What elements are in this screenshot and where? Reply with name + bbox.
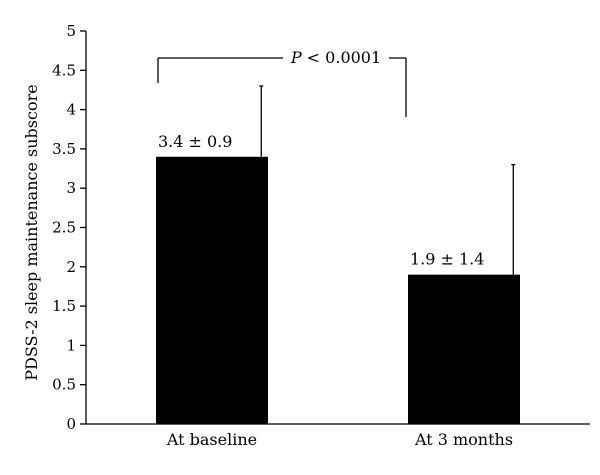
y-tick-label: 0.5 (52, 376, 76, 394)
y-tick-label: 3.5 (52, 140, 76, 158)
significance-bracket: P < 0.0001 (157, 48, 407, 117)
y-tick-label: 4.5 (52, 61, 76, 79)
data-label: 1.9 ± 1.4 (410, 250, 484, 269)
y-axis-title: PDSS-2 sleep maintenance subscore (22, 84, 41, 380)
y-tick-label: 2 (66, 258, 76, 276)
y-tick-label: 5 (66, 22, 76, 40)
y-ticks: 0 0.5 1 1.5 2 2.5 3 3.5 4 4.5 5 (52, 22, 86, 433)
bar (156, 156, 268, 424)
data-labels: 3.4 ± 0.9 1.9 ± 1.4 (158, 132, 484, 269)
y-tick-label: 4 (66, 101, 76, 119)
y-tick-label: 1.5 (52, 297, 76, 315)
error-bars (259, 85, 516, 275)
y-tick-label: 1 (66, 336, 76, 354)
category-labels: At baseline At 3 months (166, 430, 513, 449)
data-label: 3.4 ± 0.9 (158, 132, 232, 151)
y-tick-label: 2.5 (52, 219, 76, 237)
bar (408, 274, 520, 424)
y-tick-label: 3 (66, 179, 76, 197)
y-tick-label: 0 (66, 415, 76, 433)
p-value-label: P < 0.0001 (290, 48, 381, 67)
category-label: At 3 months (414, 430, 513, 449)
bars (156, 156, 520, 424)
category-label: At baseline (166, 430, 257, 449)
